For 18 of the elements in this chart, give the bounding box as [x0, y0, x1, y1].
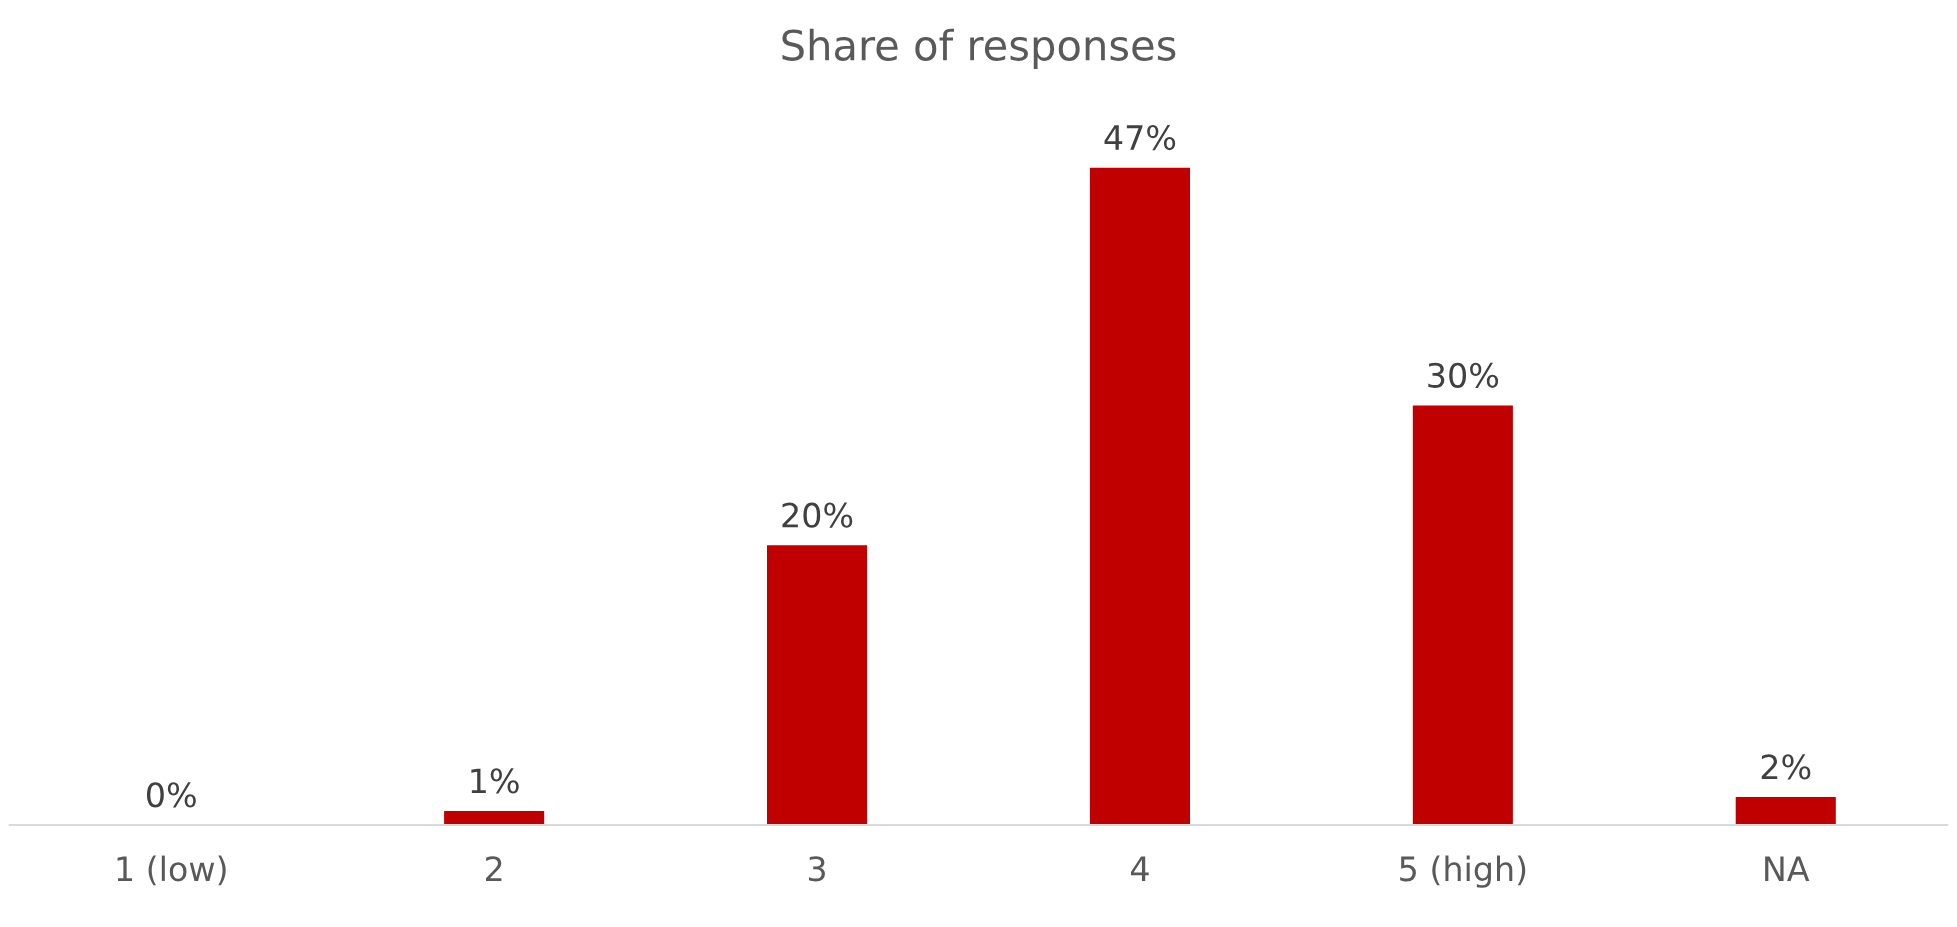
x-tick-label: 5 (high): [1400, 855, 1526, 888]
bar: [1089, 167, 1190, 826]
x-tick-label: 3: [808, 856, 825, 882]
data-label: 20%: [782, 502, 853, 528]
x-tick-label: 2: [485, 856, 502, 881]
data-label: 47%: [1104, 124, 1176, 151]
bar: [767, 545, 868, 826]
data-label: 2%: [1761, 754, 1811, 780]
bar: [444, 811, 545, 826]
x-tick-label: NA: [1765, 856, 1810, 881]
x-tick-label: 4: [1130, 856, 1149, 881]
data-label: 30%: [1428, 362, 1499, 388]
chart-title: Share of responses: [782, 28, 1176, 69]
x-tick-label: 1 (low): [117, 855, 226, 886]
data-label: 0%: [147, 782, 196, 808]
bar: [1735, 797, 1836, 826]
bar: [1412, 405, 1513, 826]
data-label: 1%: [471, 768, 519, 794]
